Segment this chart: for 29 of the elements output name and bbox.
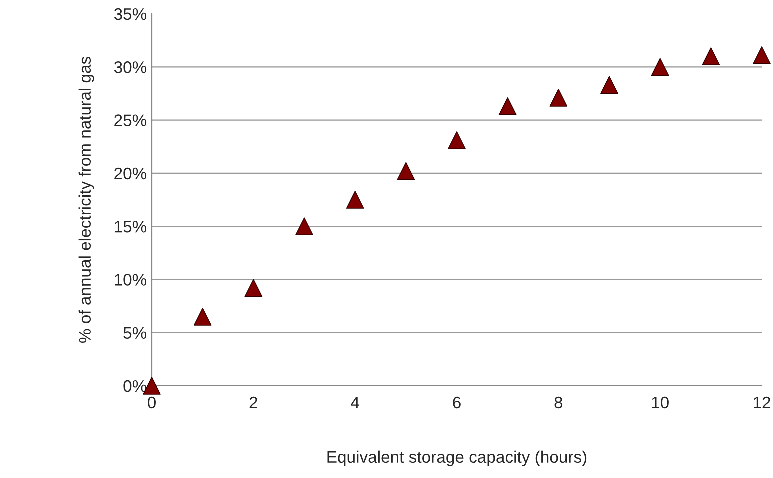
x-tick-label: 10 [652,396,669,409]
x-tick-label: 2 [250,396,258,408]
point [448,132,466,150]
point [194,308,212,326]
point [346,191,364,209]
x-tick-label: 6 [453,396,461,409]
y-axis-title: % of annual electricity from natural gas [78,57,94,343]
point [651,58,670,76]
y-tick-label: 25% [114,114,147,126]
x-axis-title: Equivalent storage capacity (hours) [328,450,587,466]
y-tick-label: 0% [124,380,147,392]
x-tick-label: 0 [148,396,156,409]
point [296,218,314,236]
x-tick-label: 4 [351,397,360,408]
point [550,89,568,107]
point [600,76,618,94]
point [753,46,771,64]
y-tick-label: 20% [114,168,147,180]
x-tick-label: 8 [554,396,563,409]
y-tick-label: 30% [114,62,147,74]
y-tick-label: 5% [124,327,147,340]
point [702,48,720,66]
point [498,98,517,116]
y-tick-label: 15% [115,221,147,233]
y-tick-label: 10% [115,274,147,286]
x-tick-label: 12 [754,396,770,408]
point [397,162,416,180]
point [244,279,263,298]
y-tick-label: 35% [114,8,147,20]
